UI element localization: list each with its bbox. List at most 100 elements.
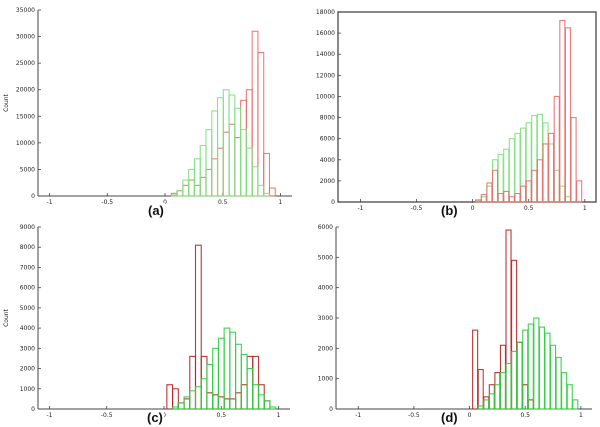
histogram-bar	[240, 384, 248, 410]
histogram-bar	[536, 159, 543, 203]
y-tick-label: 6000	[318, 224, 333, 231]
y-tick-label: 4000	[320, 157, 335, 164]
histogram-bar	[536, 113, 543, 203]
series-group	[172, 327, 277, 410]
x-tick-label: -1	[355, 412, 361, 419]
histogram-bar	[499, 344, 507, 410]
y-tick-label: 6000	[320, 136, 335, 143]
histogram-bar	[544, 332, 551, 410]
histogram-bar	[472, 329, 479, 410]
histogram-bar	[177, 402, 185, 410]
histogram-bar	[564, 196, 572, 203]
histogram-bar	[538, 326, 545, 410]
histogram-bar	[268, 187, 276, 197]
histogram-bar	[216, 97, 224, 197]
y-tick-label: 0	[31, 193, 35, 200]
histogram-bar	[182, 179, 190, 197]
histogram-bar	[477, 405, 484, 410]
chart-b-svg: 0 2000 4000 6000 8000 10000 12000 14000 16000 180…	[316, 9, 597, 212]
histogram-bar	[576, 180, 583, 203]
histogram-bar	[166, 384, 174, 410]
x-tick-label: 0	[471, 205, 475, 212]
histogram-bar	[503, 148, 510, 203]
histogram-bar	[223, 327, 231, 410]
histogram-bar	[211, 110, 219, 197]
x-tick-label: -1	[357, 205, 363, 212]
histogram-bar	[527, 323, 534, 410]
y-tick-label: 5000	[20, 166, 35, 173]
histogram-bar	[516, 341, 523, 410]
y-tick-label: 30000	[16, 34, 35, 41]
histogram-bar	[252, 355, 260, 410]
y-tick-label: 2000	[318, 345, 333, 352]
histogram-bar	[223, 398, 231, 410]
histogram-bar	[525, 122, 532, 203]
histogram-bar	[246, 355, 254, 410]
histogram-bar	[559, 185, 566, 203]
histogram-bar	[235, 343, 242, 410]
x-tick-label: -0.5	[101, 412, 113, 419]
histogram-bar	[497, 153, 504, 203]
y-tick-label: 16000	[316, 30, 335, 37]
y-tick-label: 5000	[318, 254, 333, 261]
histogram-bar	[240, 353, 248, 410]
histogram-bar	[245, 147, 253, 197]
histogram-bar	[494, 372, 501, 410]
histogram-bar	[205, 168, 213, 197]
histogram-bar	[172, 406, 179, 410]
histogram-bar	[263, 192, 271, 197]
panel-label-b: (b)	[440, 203, 459, 218]
histogram-bar	[251, 166, 259, 197]
y-tick-label: 18000	[316, 9, 335, 16]
histogram-bar	[533, 317, 540, 410]
chart-a-svg: 0 5000 10000 15000 20000 25000 30000 35000 -1 -0.…	[3, 7, 292, 206]
histogram-bar	[497, 193, 504, 203]
x-tick-label: 0	[163, 199, 167, 206]
y-tick-label: 35000	[16, 7, 35, 14]
y-tick-label: 8000	[320, 115, 335, 122]
histogram-bar	[246, 368, 254, 410]
histogram-bar	[486, 185, 493, 203]
histogram-bar	[483, 399, 490, 410]
panel-label-c: (c)	[146, 410, 164, 425]
y-tick-label: 15000	[16, 113, 35, 120]
histogram-bar	[222, 89, 230, 197]
histogram-bar	[480, 194, 487, 203]
plot-frame	[337, 11, 597, 203]
histogram-bar	[199, 144, 207, 197]
histogram-bar	[229, 398, 237, 410]
histogram-bar	[511, 259, 518, 410]
y-tick-label: 25000	[16, 60, 35, 67]
histogram-bar	[217, 337, 225, 410]
histogram-bar	[531, 114, 538, 203]
series-group	[477, 317, 579, 410]
histogram-bar	[240, 129, 247, 197]
y-tick-label: 10000	[16, 140, 35, 147]
histogram-bar	[520, 127, 527, 203]
histogram-bar	[570, 117, 577, 203]
histogram-bar	[211, 158, 219, 197]
y-tick-label: 5000	[20, 305, 35, 312]
histogram-bar	[564, 27, 572, 203]
histogram-bar	[549, 344, 557, 410]
x-tick-label: 1	[579, 412, 583, 419]
panel-label-d: (d)	[440, 410, 459, 425]
histogram-bar	[525, 180, 532, 203]
histogram-bar	[477, 369, 484, 410]
histogram-bar	[188, 179, 195, 197]
histogram-bar	[257, 394, 265, 410]
x-tick-label: 1	[277, 412, 281, 419]
histogram-bar	[522, 329, 529, 410]
y-tick-label: 2000	[320, 178, 335, 185]
histogram-bar	[561, 372, 568, 410]
x-tick-label: -0.5	[408, 412, 420, 419]
histogram-bar	[206, 392, 214, 410]
x-tick-label: -1	[46, 412, 52, 419]
histogram-bar	[531, 169, 538, 203]
x-tick-label: 0	[468, 412, 472, 419]
histogram-bar	[240, 99, 247, 197]
histogram-bar	[257, 51, 265, 197]
histogram-bar	[216, 147, 224, 197]
histogram-bar	[491, 159, 499, 203]
histogram-bar	[555, 356, 562, 410]
